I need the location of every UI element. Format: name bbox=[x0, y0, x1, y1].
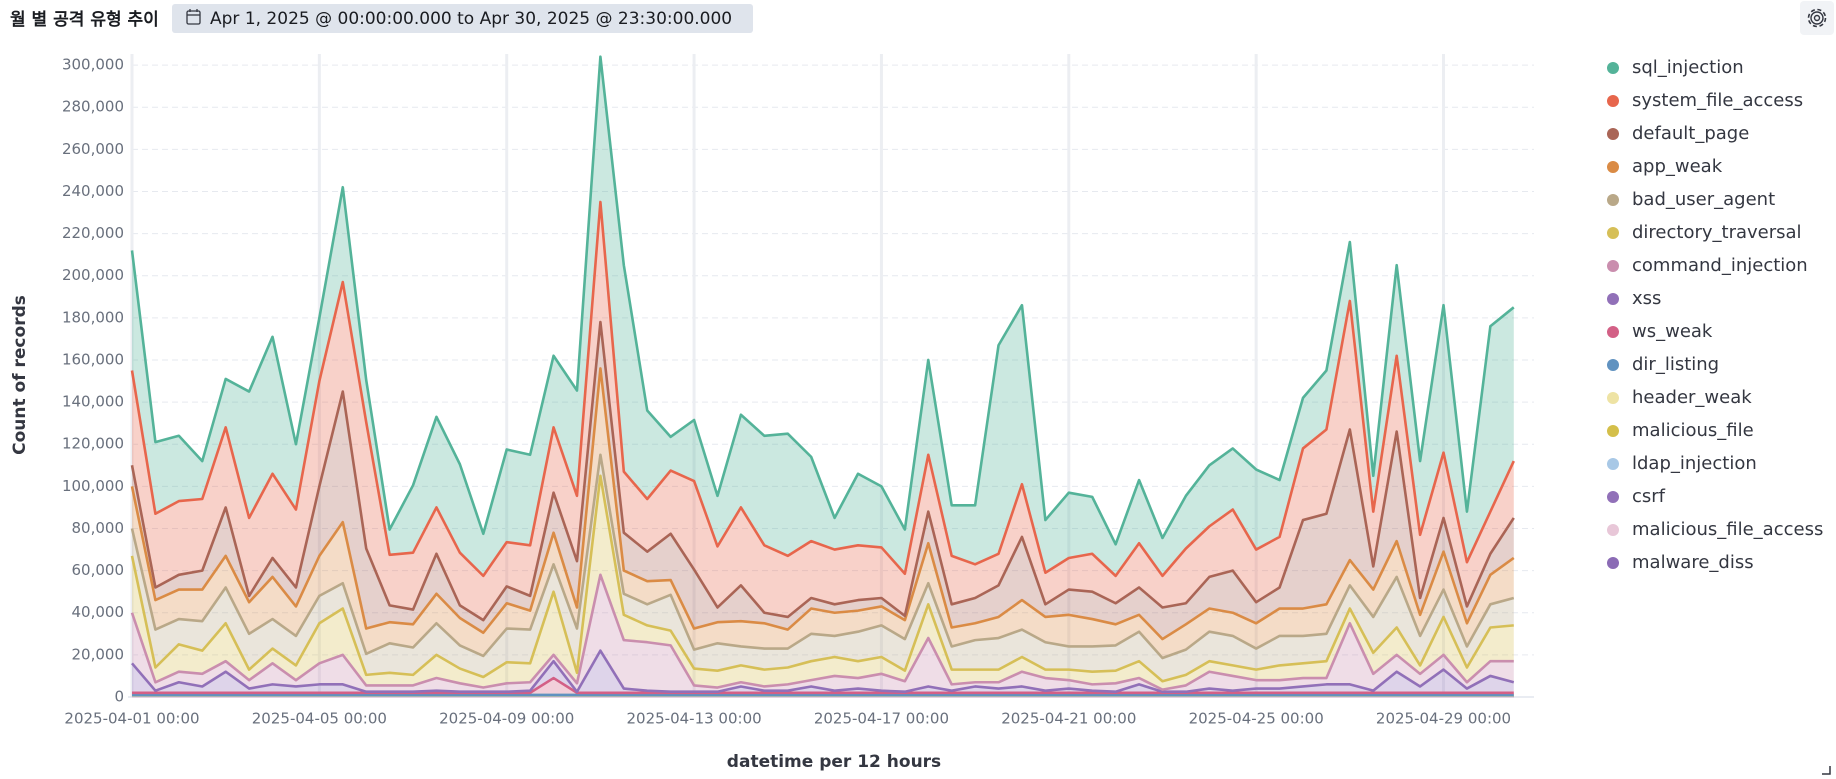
x-tick-label: 2025-04-01 00:00 bbox=[64, 710, 199, 728]
legend-swatch bbox=[1607, 293, 1619, 305]
legend-label: xss bbox=[1632, 288, 1661, 309]
y-tick-label: 140,000 bbox=[62, 393, 124, 411]
y-tick-label: 40,000 bbox=[72, 603, 125, 621]
legend-item[interactable]: directory_traversal bbox=[1607, 222, 1802, 243]
y-tick-label: 180,000 bbox=[62, 308, 124, 326]
legend-item[interactable]: xss bbox=[1607, 288, 1661, 309]
legend-label: system_file_access bbox=[1632, 90, 1803, 111]
y-tick-label: 280,000 bbox=[62, 98, 124, 116]
legend-swatch bbox=[1607, 62, 1619, 74]
grid bbox=[128, 54, 1534, 698]
x-tick-label: 2025-04-25 00:00 bbox=[1189, 710, 1324, 728]
y-axis-title: Count of records bbox=[10, 295, 30, 455]
area bbox=[132, 574, 1514, 692]
legend-item[interactable]: ldap_injection bbox=[1607, 453, 1757, 474]
y-tick-label: 80,000 bbox=[72, 519, 125, 537]
legend-item[interactable]: dir_listing bbox=[1607, 354, 1719, 375]
legend-label: sql_injection bbox=[1632, 57, 1744, 78]
legend-label: header_weak bbox=[1632, 387, 1752, 408]
resize-handle[interactable] bbox=[1822, 766, 1831, 775]
settings-button[interactable] bbox=[1800, 1, 1834, 35]
legend-item[interactable]: ws_weak bbox=[1607, 321, 1713, 342]
series-line bbox=[130, 474, 1514, 683]
series-line bbox=[130, 320, 1515, 622]
x-tick-label: 2025-04-13 00:00 bbox=[626, 710, 761, 728]
legend-swatch bbox=[1607, 425, 1619, 437]
y-tick-label: 60,000 bbox=[72, 561, 125, 579]
y-tick-label: 300,000 bbox=[62, 56, 124, 74]
legend-item[interactable]: header_weak bbox=[1607, 387, 1752, 408]
y-tick-label: 0 bbox=[114, 688, 124, 706]
y-tick-label: 200,000 bbox=[62, 266, 124, 284]
legend-item[interactable]: system_file_access bbox=[1607, 90, 1803, 111]
y-tick-label: 120,000 bbox=[62, 435, 124, 453]
series-line bbox=[130, 200, 1515, 578]
legend-swatch bbox=[1607, 128, 1619, 140]
legend-item[interactable]: csrf bbox=[1607, 486, 1666, 507]
legend-label: directory_traversal bbox=[1632, 222, 1802, 243]
legend-item[interactable]: malicious_file_access bbox=[1607, 519, 1823, 540]
axis-labels: 0 20,000 40,000 60,000 80,000 100,000 120,000 1… bbox=[62, 56, 1511, 728]
legend: sql_injection system_file_access default_p… bbox=[1607, 57, 1823, 573]
x-tick-label: 2025-04-29 00:00 bbox=[1376, 710, 1511, 728]
legend-swatch bbox=[1607, 194, 1619, 206]
legend-label: malicious_file_access bbox=[1632, 519, 1823, 540]
legend-item[interactable]: command_injection bbox=[1607, 255, 1808, 276]
area bbox=[132, 475, 1514, 690]
panel-title: 월 별 공격 유형 추이 bbox=[10, 9, 159, 30]
legend-label: bad_user_agent bbox=[1632, 189, 1775, 210]
legend-swatch bbox=[1607, 326, 1619, 338]
y-tick-label: 160,000 bbox=[62, 350, 124, 368]
legend-label: default_page bbox=[1632, 123, 1749, 144]
y-tick-label: 260,000 bbox=[62, 140, 124, 158]
legend-label: csrf bbox=[1632, 486, 1666, 507]
area bbox=[132, 650, 1514, 693]
series-line bbox=[130, 367, 1515, 641]
series-line bbox=[130, 55, 1515, 546]
legend-label: command_injection bbox=[1632, 255, 1808, 276]
legend-swatch bbox=[1607, 227, 1619, 239]
y-tick-label: 100,000 bbox=[62, 477, 124, 495]
legend-swatch bbox=[1607, 524, 1619, 536]
legend-label: malicious_file bbox=[1632, 420, 1754, 441]
legend-swatch bbox=[1607, 557, 1619, 569]
legend-swatch bbox=[1607, 95, 1619, 107]
time-range-badge[interactable] bbox=[172, 4, 753, 33]
legend-swatch bbox=[1607, 392, 1619, 404]
legend-swatch bbox=[1607, 458, 1619, 470]
y-tick-label: 240,000 bbox=[62, 182, 124, 200]
legend-label: ldap_injection bbox=[1632, 453, 1757, 474]
legend-item[interactable]: bad_user_agent bbox=[1607, 189, 1775, 210]
y-tick-label: 20,000 bbox=[72, 645, 125, 663]
x-tick-label: 2025-04-17 00:00 bbox=[814, 710, 949, 728]
legend-label: app_weak bbox=[1632, 156, 1723, 177]
legend-item[interactable]: sql_injection bbox=[1607, 57, 1744, 78]
legend-item[interactable]: app_weak bbox=[1607, 156, 1723, 177]
legend-item[interactable]: malware_diss bbox=[1607, 552, 1754, 573]
time-range-text: Apr 1, 2025 @ 00:00:00.000 to Apr 30, 20… bbox=[210, 9, 732, 29]
series-line bbox=[132, 676, 1514, 695]
series-line bbox=[130, 453, 1515, 660]
legend-swatch bbox=[1607, 491, 1619, 503]
y-tick-label: 220,000 bbox=[62, 224, 124, 242]
calendar-icon bbox=[186, 9, 201, 25]
x-axis-title: datetime per 12 hours bbox=[727, 752, 941, 772]
legend-label: dir_listing bbox=[1632, 354, 1719, 375]
x-tick-label: 2025-04-05 00:00 bbox=[252, 710, 387, 728]
x-tick-label: 2025-04-21 00:00 bbox=[1001, 710, 1136, 728]
legend-swatch bbox=[1607, 161, 1619, 173]
legend-item[interactable]: malicious_file bbox=[1607, 420, 1754, 441]
x-tick-label: 2025-04-09 00:00 bbox=[439, 710, 574, 728]
series-line bbox=[130, 573, 1514, 691]
legend-swatch bbox=[1607, 260, 1619, 272]
legend-swatch bbox=[1607, 359, 1619, 371]
lines bbox=[130, 55, 1515, 698]
legend-item[interactable]: default_page bbox=[1607, 123, 1749, 144]
legend-label: ws_weak bbox=[1632, 321, 1713, 342]
series-line bbox=[131, 649, 1515, 694]
legend-label: malware_diss bbox=[1632, 552, 1754, 573]
